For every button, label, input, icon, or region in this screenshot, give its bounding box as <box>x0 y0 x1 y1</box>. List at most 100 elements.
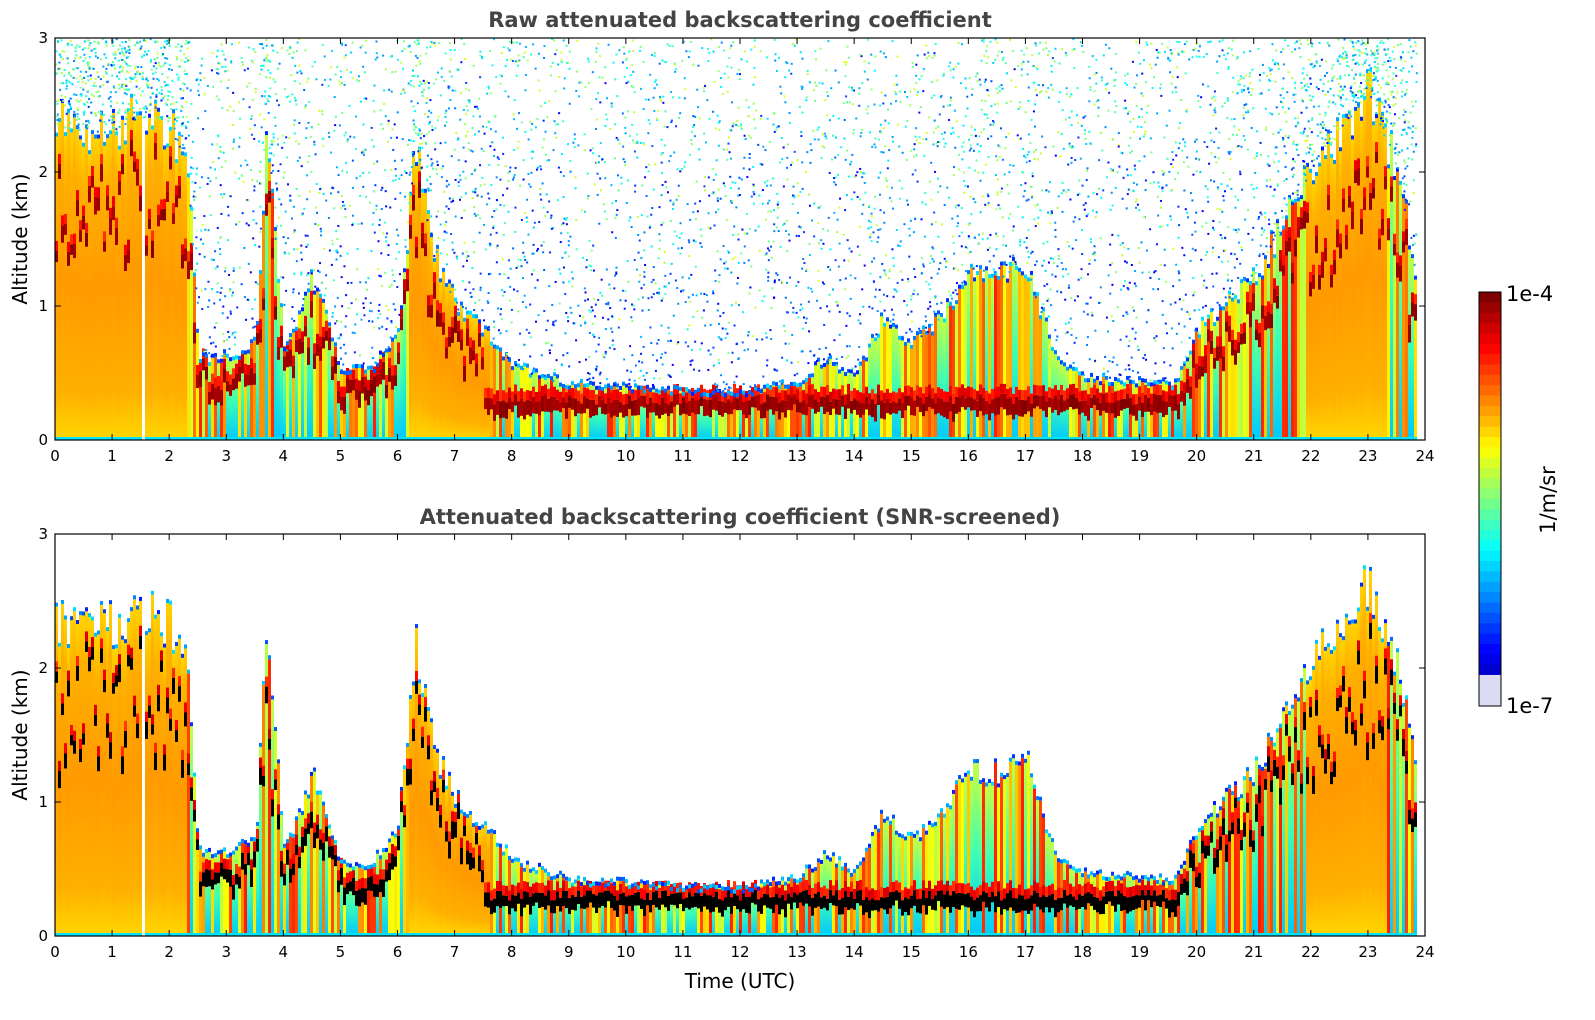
noise-pixel <box>1133 86 1136 89</box>
noise-pixel <box>478 299 481 302</box>
noise-pixel <box>1266 74 1269 77</box>
surface-strip <box>529 437 532 440</box>
noise-pixel <box>884 119 887 122</box>
noise-pixel <box>383 221 386 224</box>
backscatter-column <box>1036 296 1039 440</box>
noise-pixel <box>1088 259 1091 262</box>
noise-pixel <box>121 47 124 50</box>
cloud-edge <box>82 205 85 216</box>
noise-pixel <box>978 78 981 81</box>
noise-pixel <box>90 101 93 104</box>
surface-strip <box>754 437 757 440</box>
noise-pixel <box>330 263 333 266</box>
noise-pixel <box>1116 171 1119 174</box>
noise-pixel <box>922 263 925 266</box>
noise-pixel <box>817 269 820 272</box>
cloud-layer <box>1366 166 1369 178</box>
noise-pixel <box>407 82 410 85</box>
noise-pixel <box>636 141 639 144</box>
layer-fringe <box>373 369 376 374</box>
noise-pixel <box>675 198 678 201</box>
noise-pixel <box>811 219 814 222</box>
noise-pixel <box>538 89 541 92</box>
cloud-layer <box>484 397 487 410</box>
noise-pixel <box>1163 136 1166 139</box>
noise-pixel <box>78 45 81 48</box>
cloud-edge <box>811 384 814 395</box>
noise-pixel <box>1394 66 1397 69</box>
cloud-layer <box>1279 260 1282 272</box>
noise-pixel <box>278 62 281 65</box>
noise-pixel <box>440 67 443 70</box>
noise-pixel <box>1298 39 1301 42</box>
noise-pixel <box>722 49 725 52</box>
noise-pixel <box>346 138 349 141</box>
noise-pixel <box>966 107 969 110</box>
noise-pixel <box>1393 46 1396 49</box>
noise-pixel <box>690 143 693 146</box>
noise-pixel <box>658 377 661 380</box>
backscatter-column <box>721 396 724 440</box>
noise-pixel <box>1144 130 1147 133</box>
backscatter-column <box>1222 310 1225 440</box>
surface-strip <box>1369 437 1372 440</box>
cloud-edge <box>508 387 511 398</box>
noise-pixel <box>1000 187 1003 190</box>
noise-pixel <box>1268 78 1271 81</box>
surface-strip <box>592 437 595 440</box>
layer-fringe <box>1105 375 1108 380</box>
cloud-layer <box>946 401 949 419</box>
noise-pixel <box>884 94 887 97</box>
noise-pixel <box>852 132 855 135</box>
noise-pixel <box>1140 126 1143 129</box>
cloud-layer <box>1216 346 1219 361</box>
cloud-edge <box>784 390 787 401</box>
noise-pixel <box>688 50 691 53</box>
noise-pixel <box>167 120 170 123</box>
noise-pixel <box>932 131 935 134</box>
noise-pixel <box>1243 84 1246 87</box>
layer-fringe <box>1357 102 1360 107</box>
cloud-edge <box>1081 390 1084 401</box>
noise-pixel <box>435 250 438 253</box>
noise-pixel <box>1095 71 1098 74</box>
noise-pixel <box>232 267 235 270</box>
noise-pixel <box>777 206 780 209</box>
cloud-layer <box>1210 340 1213 354</box>
noise-pixel <box>1357 105 1360 108</box>
noise-pixel <box>392 303 395 306</box>
surface-strip <box>214 437 217 440</box>
noise-pixel <box>632 39 635 42</box>
noise-pixel <box>1119 338 1122 341</box>
noise-pixel <box>149 60 152 63</box>
noise-pixel <box>690 40 693 43</box>
noise-pixel <box>191 140 194 143</box>
cloud-layer <box>784 400 787 418</box>
surface-strip <box>667 437 670 440</box>
noise-pixel <box>1128 144 1131 147</box>
noise-pixel <box>185 115 188 118</box>
backscatter-column <box>967 274 970 440</box>
noise-pixel <box>373 110 376 113</box>
noise-pixel <box>364 148 367 151</box>
noise-pixel <box>577 304 580 307</box>
surface-strip <box>463 437 466 440</box>
noise-pixel <box>472 288 475 291</box>
layer-fringe <box>517 363 520 368</box>
noise-pixel <box>144 39 147 42</box>
cloud-edge <box>151 230 154 241</box>
layer-fringe <box>253 336 256 341</box>
noise-pixel <box>652 278 655 281</box>
backscatter-column <box>175 163 178 441</box>
cloud-edge <box>589 389 592 400</box>
layer-fringe <box>55 132 58 137</box>
noise-pixel <box>251 308 254 311</box>
cloud-layer <box>313 353 316 369</box>
noise-pixel <box>1176 172 1179 175</box>
cloud-layer <box>1297 227 1300 238</box>
backscatter-column <box>1297 201 1300 440</box>
noise-pixel <box>1082 373 1085 376</box>
noise-pixel <box>1020 183 1023 186</box>
noise-pixel <box>412 163 415 166</box>
noise-pixel <box>835 357 838 360</box>
